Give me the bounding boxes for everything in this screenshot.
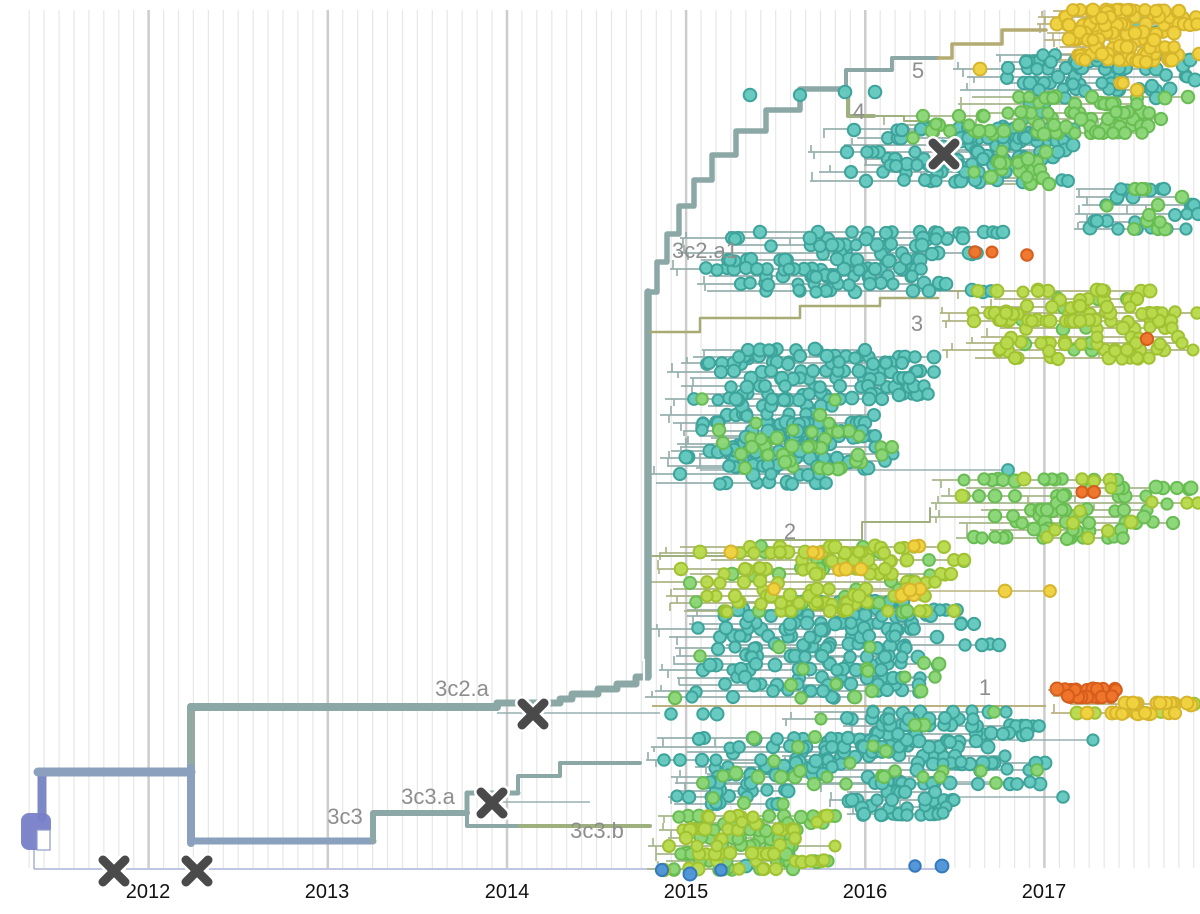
svg-text:2: 2	[784, 519, 796, 544]
svg-text:3c3.a: 3c3.a	[401, 784, 456, 809]
svg-text:3: 3	[911, 311, 923, 336]
svg-text:2015: 2015	[664, 881, 709, 903]
svg-text:3c3.b: 3c3.b	[570, 818, 624, 843]
svg-text:2012: 2012	[126, 881, 171, 903]
svg-text:2017: 2017	[1022, 881, 1067, 903]
svg-text:2014: 2014	[485, 881, 530, 903]
svg-text:2013: 2013	[305, 881, 350, 903]
svg-text:3c2.a: 3c2.a	[435, 676, 490, 701]
svg-text:5: 5	[912, 58, 924, 83]
svg-text:4: 4	[853, 99, 865, 124]
svg-text:3c2.a1: 3c2.a1	[672, 238, 738, 263]
svg-text:3c3: 3c3	[327, 804, 362, 829]
svg-text:2016: 2016	[843, 881, 888, 903]
svg-text:1: 1	[979, 675, 991, 700]
